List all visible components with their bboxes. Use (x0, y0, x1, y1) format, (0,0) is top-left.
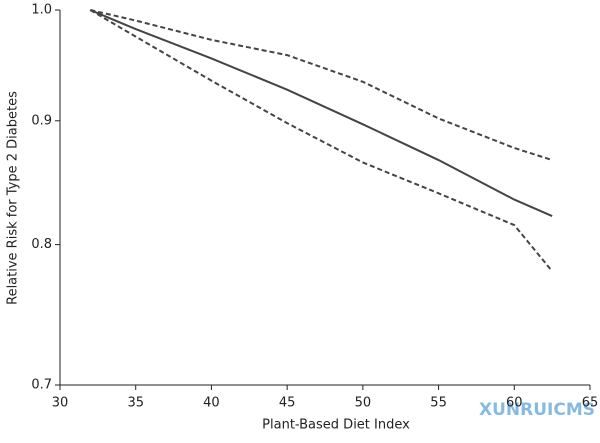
ci-line (89, 9, 553, 272)
x-tick-label: 35 (127, 396, 144, 411)
x-tick-label: 65 (582, 396, 599, 411)
x-tick-label: 40 (203, 396, 220, 411)
x-tick-label: 55 (430, 396, 447, 411)
x-axis-label: Plant-Based Diet Index (262, 418, 410, 433)
x-tick-label: 45 (279, 396, 296, 411)
x-tick-label: 30 (52, 396, 69, 411)
y-tick-label: 0.8 (31, 237, 52, 252)
y-axis-label: Relative Risk for Type 2 Diabetes (6, 91, 21, 305)
x-tick-label: 50 (355, 396, 372, 411)
y-tick-label: 0.7 (31, 378, 52, 393)
watermark: XUNRUICMS (479, 400, 595, 420)
y-tick-label: 1.0 (31, 3, 52, 18)
y-tick-label: 0.9 (31, 113, 52, 128)
ci-line (90, 9, 553, 162)
risk-line (89, 9, 553, 218)
x-tick-label: 60 (506, 396, 523, 411)
